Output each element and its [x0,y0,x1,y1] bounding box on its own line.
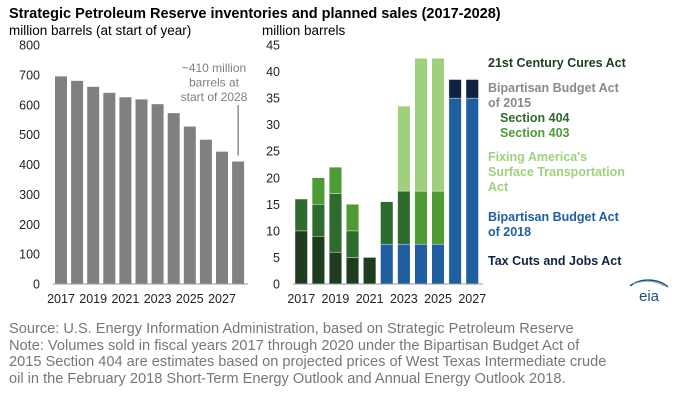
source-line: Source: U.S. Energy Information Administ… [9,321,574,337]
right-x-tick-label: 2025 [424,292,452,306]
right-y-tick-label: 35 [266,92,280,106]
legend-fast-3: Act [488,180,509,194]
left-y-axis-label: million barrels (at start of year) [9,23,191,38]
sales-bar-segment [311,204,325,237]
inventory-bar [199,139,212,284]
right-x-tick-label: 2027 [458,292,486,306]
right-y-tick-label: 30 [266,118,280,132]
inventory-bar [135,99,148,284]
note-line: Note: Volumes sold in fiscal years 2017 … [9,337,580,354]
left-x-tick-label: 2017 [47,292,75,306]
left-y-tick-label: 700 [19,68,40,82]
left-y-tick-label: 500 [19,128,40,142]
sales-bar-segment [448,79,462,99]
right-x-tick-label: 2021 [356,292,384,306]
right-y-tick-label: 20 [266,171,280,185]
left-x-tick-label: 2021 [111,292,139,306]
sales-bar-segment [431,243,445,285]
legend-bba2018: Bipartisan Budget Act [488,210,620,224]
inventory-bar [167,113,180,285]
sales-bar-segment [311,177,325,205]
right-x-tick-label: 2019 [322,292,350,306]
sales-bar-segment [448,97,462,285]
sales-bar-segment [414,190,428,245]
sales-bar-segment [329,166,342,194]
chart-title: Strategic Petroleum Reserve inventories … [9,6,501,22]
right-x-tick-label: 2023 [390,292,418,306]
left-y-tick-label: 600 [19,98,40,112]
inventory-bar [151,104,164,284]
right-y-axis-label: million barrels [262,23,346,38]
inventory-bar [71,80,84,284]
sales-bar-segment [346,230,359,258]
sales-bar-segment [465,97,479,285]
left-y-tick-label: 100 [19,248,40,262]
sales-bar-segment [397,190,411,245]
annotation-text: barrels at [189,76,240,90]
right-y-tick-label: 15 [266,198,280,212]
sales-bar-segment [397,243,411,285]
eia-logo: eia [629,279,669,305]
inventory-bar [216,151,228,284]
sales-bar-segment [414,58,428,192]
inventory-bar [232,161,245,284]
right-y-tick-label: 40 [266,65,280,79]
sales-bar-segment [311,235,325,285]
inventory-bar [119,97,132,284]
legend-cures: 21st Century Cures Act [488,56,627,70]
right-x-tick-label: 2017 [287,292,315,306]
note-line: 2015 Section 404 are estimates based on … [9,354,607,371]
inventory-bar [87,86,100,284]
sales-bar-segment [329,193,342,253]
right-y-tick-label: 25 [266,145,280,159]
legend-bba2015: Bipartisan Budget Act [488,81,620,95]
annotation-text: ~410 million [182,61,246,75]
legend-tcja: Tax Cuts and Jobs Act [488,254,622,268]
inventory-bar [183,126,196,284]
sales-bar-segment [294,198,308,232]
annotation-text: start of 2028 [181,90,248,104]
legend-fast: Fixing America's [488,150,587,164]
sales-bar-segment [431,190,445,245]
right-y-tick-label: 10 [266,224,280,238]
eia-logo-text: eia [639,288,660,305]
legend-bba2018-2: of 2018 [488,225,531,239]
legend-bba2015-2: of 2015 [488,96,531,110]
inventory-bar [103,92,116,284]
sales-bar-segment [397,105,411,192]
sales-bar-segment [380,243,394,285]
left-x-tick-label: 2027 [208,292,236,306]
left-y-tick-label: 300 [19,188,40,202]
left-y-tick-label: 800 [19,39,40,53]
sales-bar-segment [363,257,377,285]
left-y-tick-label: 400 [19,158,40,172]
left-x-tick-label: 2023 [144,292,172,306]
sales-bar-segment [329,251,342,285]
legend-fast-2: Surface Transportation [488,165,625,179]
sales-bar-segment [294,230,308,285]
legend: 21st Century Cures Act Bipartisan Budget… [488,56,627,268]
sales-bar-segment [346,204,359,232]
legend-section-404: Section 404 [500,111,570,125]
sales-bar-segment [414,243,428,285]
figure: Strategic Petroleum Reserve inventories … [9,6,669,307]
sales-bar-segment [431,58,445,192]
sales-bar-segment [465,79,479,99]
legend-section-403: Section 403 [500,126,570,140]
note-line: oil in the February 2018 Short-Term Ener… [9,370,566,387]
right-y-tick-label: 0 [273,278,280,292]
left-x-tick-label: 2025 [176,292,204,306]
source-notes: Source: U.S. Energy Information Administ… [9,321,689,387]
left-y-tick-label: 200 [19,218,40,232]
inventory-bar [55,76,67,285]
left-y-tick-label: 0 [33,278,40,292]
sales-bar-segment [346,257,359,285]
inventory-chart: 0 100 200 300 400 500 600 700 800 2017 2019 2021 202… [19,39,249,306]
left-x-tick-label: 2019 [79,292,107,306]
sales-bar-segment [380,201,394,245]
right-y-tick-label: 45 [266,39,280,53]
right-y-tick-label: 5 [273,251,280,265]
